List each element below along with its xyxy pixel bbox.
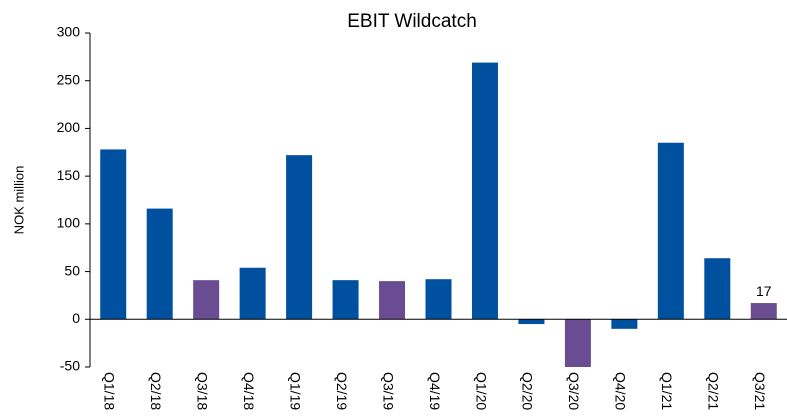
- x-tick-label: Q2/21: [706, 372, 722, 410]
- x-tick-label: Q4/20: [613, 372, 629, 410]
- bar: [750, 303, 777, 320]
- bar: [471, 62, 498, 320]
- x-tick-label: Q3/19: [380, 372, 396, 410]
- x-tick-label: Q3/18: [194, 372, 210, 410]
- bar: [518, 319, 545, 325]
- y-tick-label: -50: [60, 358, 80, 374]
- bar: [332, 280, 359, 320]
- x-tick-label: Q3/20: [566, 372, 582, 410]
- x-tick-label: Q1/19: [287, 372, 303, 410]
- y-tick-label: 50: [64, 262, 80, 278]
- x-tick-label: Q2/19: [334, 372, 350, 410]
- x-tick-label: Q1/21: [659, 372, 675, 410]
- x-tick-label: Q4/18: [241, 372, 257, 410]
- y-tick-label: 100: [57, 215, 81, 231]
- y-axis-label: NOK million: [11, 166, 26, 235]
- bar: [146, 208, 173, 320]
- x-tick-label: Q2/18: [148, 372, 164, 410]
- bar: [239, 267, 266, 320]
- y-tick-label: 200: [57, 119, 81, 135]
- bar: [564, 319, 591, 367]
- bar: [704, 258, 731, 320]
- x-tick-label: Q3/21: [752, 372, 768, 410]
- bar: [379, 281, 406, 320]
- chart-title: EBIT Wildcatch: [347, 11, 477, 32]
- bar: [193, 280, 220, 320]
- value-label: 17: [756, 283, 772, 299]
- y-tick-label: 0: [72, 310, 80, 326]
- x-tick-label: Q1/20: [473, 372, 489, 410]
- y-tick-label: 300: [57, 24, 81, 40]
- x-tick-label: Q2/20: [520, 372, 536, 410]
- y-tick-label: 150: [57, 167, 81, 183]
- bar: [657, 142, 684, 320]
- x-tick-label: Q4/19: [427, 372, 443, 410]
- bar: [100, 149, 127, 320]
- x-tick-label: Q1/18: [102, 372, 118, 410]
- bar: [425, 279, 452, 320]
- y-tick-label: 250: [57, 71, 81, 87]
- bar: [611, 319, 638, 329]
- bar: [286, 155, 313, 320]
